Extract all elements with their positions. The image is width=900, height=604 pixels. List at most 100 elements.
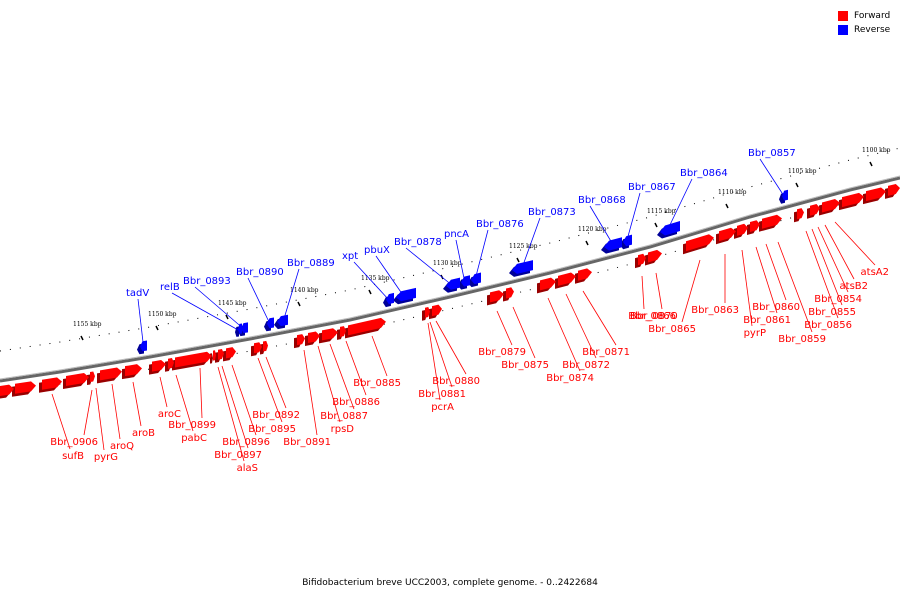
forward-gene-leader <box>51 393 71 450</box>
forward-gene-leader <box>221 365 249 449</box>
tick-mark <box>516 257 520 263</box>
forward-gene-label: pcrA <box>431 402 454 413</box>
forward-gene-label: Bbr_0899 <box>168 420 216 431</box>
forward-gene-label: Bbr_0886 <box>332 397 380 408</box>
forward-gene-leader <box>582 290 617 346</box>
reverse-gene-leader <box>626 192 641 241</box>
forward-gene-label: Bbr_0860 <box>752 302 800 313</box>
reverse-gene <box>396 287 416 302</box>
forward-gene-leader <box>427 322 441 401</box>
reverse-gene-label: Bbr_0890 <box>236 267 284 278</box>
genome-backbone <box>0 176 900 383</box>
reverse-gene-leader <box>353 261 390 301</box>
forward-gene-leader <box>811 228 843 306</box>
forward-gene-label: Bbr_0879 <box>478 347 526 358</box>
forward-gene <box>168 358 174 369</box>
forward-gene-leader <box>817 226 849 293</box>
tick-mark <box>297 301 301 307</box>
forward-gene-leader <box>199 367 203 419</box>
forward-gene-leader <box>655 272 663 310</box>
reverse-gene-label: Bbr_0876 <box>476 219 524 230</box>
tick-mark <box>654 222 658 228</box>
forward-gene <box>866 187 886 202</box>
forward-gene-leader <box>265 356 287 409</box>
forward-gene-leader <box>111 383 121 440</box>
forward-gene <box>506 287 514 299</box>
forward-gene <box>425 307 430 318</box>
reverse-gene-label: pbuX <box>364 245 390 256</box>
forward-gene-leader <box>512 306 536 359</box>
tick-label: 1130 kbp <box>433 260 462 267</box>
reverse-gene-label: relB <box>160 282 180 293</box>
forward-gene-label: alaS <box>237 463 258 474</box>
forward-gene-leader <box>329 343 355 410</box>
forward-gene <box>822 199 840 213</box>
forward-gene-label: Bbr_0892 <box>252 410 300 421</box>
forward-gene-label: Bbr_0863 <box>691 305 739 316</box>
forward-gene-label: Bbr_0906 <box>50 437 98 448</box>
reverse-gene <box>386 292 394 305</box>
tick-label: 1125 kbp <box>509 243 538 250</box>
forward-gene <box>842 192 864 208</box>
forward-gene <box>15 381 36 394</box>
forward-gene <box>42 377 62 390</box>
forward-gene-label: rpsD <box>331 424 355 435</box>
forward-gene-label: Bbr_0880 <box>432 376 480 387</box>
reverse-gene-leader <box>667 178 693 230</box>
forward-gene-leader <box>217 366 245 462</box>
legend-item-forward: Forward <box>838 9 890 23</box>
forward-gene <box>152 360 166 372</box>
forward-gene <box>578 268 592 281</box>
forward-gene <box>810 204 820 216</box>
forward-gene <box>348 317 386 336</box>
forward-gene-label: Bbr_0861 <box>743 315 791 326</box>
forward-gene-leader <box>641 275 645 310</box>
forward-gene-label: Bbr_0881 <box>418 389 466 400</box>
forward-gene-leader <box>132 381 142 427</box>
tick-label: 1115 kbp <box>647 208 676 215</box>
forward-gene <box>490 290 504 303</box>
forward-gene-label: Bbr_0866 <box>628 311 676 322</box>
forward-gene-leader <box>371 335 388 377</box>
forward-gene-label: Bbr_0887 <box>320 411 368 422</box>
tick-label: 1120 kbp <box>578 226 607 233</box>
forward-gene-leader <box>565 293 597 359</box>
reverse-gene-label: Bbr_0873 <box>528 207 576 218</box>
forward-gene-label: Bbr_0891 <box>283 437 331 448</box>
reverse-gene-leader <box>455 239 466 284</box>
reverse-gene-leader <box>405 247 454 287</box>
reverse-gene-label: Bbr_0889 <box>287 258 335 269</box>
forward-gene-leader <box>755 246 778 314</box>
forward-gene-leader <box>175 374 194 432</box>
tick-mark <box>725 203 729 209</box>
forward-gene <box>66 373 89 386</box>
forward-gene-leader <box>741 249 753 327</box>
reverse-gene <box>660 221 680 236</box>
forward-gene-leader <box>834 221 876 266</box>
reverse-gene-leader <box>171 292 241 332</box>
legend-label-forward: Forward <box>854 11 891 21</box>
reverse-gene-leader <box>759 158 785 197</box>
forward-gene-label: Bbr_0875 <box>501 360 549 371</box>
forward-gene-leader <box>496 310 513 346</box>
reverse-gene <box>267 317 274 329</box>
forward-gene-leader <box>777 241 813 333</box>
reverse-gene-leader <box>589 205 613 244</box>
reverse-gene <box>471 272 481 285</box>
forward-gene <box>686 234 714 252</box>
forward-gene-leader <box>805 230 839 319</box>
reverse-gene <box>277 314 288 327</box>
legend-label-reverse: Reverse <box>854 25 891 35</box>
forward-gene-label: pyrP <box>744 328 766 339</box>
forward-gene-leader <box>345 340 367 396</box>
forward-gene <box>540 277 556 291</box>
tick-label: 1100 kbp <box>862 147 891 154</box>
reverse-gene-label: pncA <box>444 229 469 240</box>
reverse-gene-leader <box>282 268 300 323</box>
forward-gene-label: Bbr_0885 <box>353 378 401 389</box>
forward-gene-leader <box>435 320 467 375</box>
forward-gene-label: aroC <box>158 409 181 420</box>
forward-gene-leader <box>83 389 93 436</box>
forward-gene-label: Bbr_0871 <box>582 347 630 358</box>
